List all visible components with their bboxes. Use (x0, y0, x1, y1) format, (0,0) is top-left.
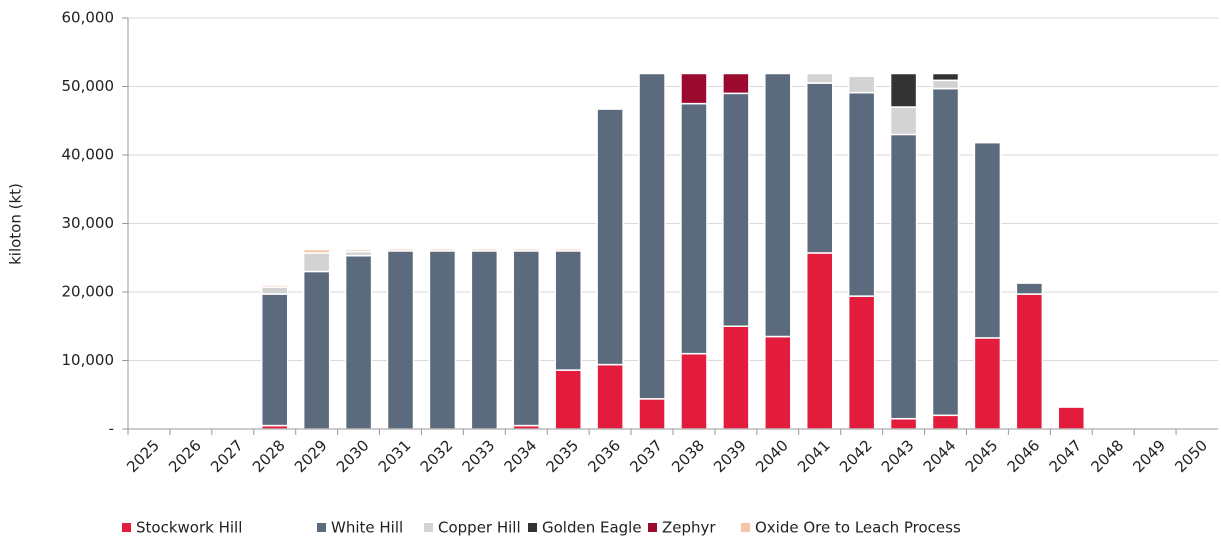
bar-segment (764, 335, 792, 430)
x-tick-label: 2048 (1087, 436, 1127, 476)
bar-segment (554, 250, 582, 371)
bar-segment (889, 417, 918, 430)
legend-swatch (122, 523, 131, 532)
y-axis-label: kiloton (kt) (7, 183, 25, 265)
bar-segment (260, 286, 289, 295)
x-tick-label: 2034 (501, 436, 541, 476)
bar-segment (512, 248, 541, 252)
bar-segment (764, 72, 792, 338)
legend-label: Zephyr (662, 519, 716, 537)
x-tick-label: 2030 (333, 436, 373, 476)
bar-segment (1057, 406, 1086, 430)
legend-swatch (528, 523, 537, 532)
bar-segment (847, 295, 876, 430)
bar-segment (260, 284, 289, 288)
bar-segment (931, 87, 960, 417)
x-tick-label: 2032 (417, 436, 457, 476)
legend-label: Oxide Ore to Leach Process (755, 519, 961, 537)
x-tick-label: 2046 (1004, 436, 1044, 476)
bar-segment (554, 369, 582, 430)
bar-segment (470, 250, 499, 430)
bar-segment (805, 82, 834, 254)
legend-swatch (317, 523, 326, 532)
x-tick-label: 2045 (962, 436, 1002, 476)
y-tick-label: 30,000 (62, 214, 115, 232)
bar-segment (973, 141, 1002, 339)
bar-segment (931, 414, 960, 430)
legend-label: Copper Hill (438, 519, 521, 537)
x-tick-label: 2049 (1129, 436, 1169, 476)
bar-segment (344, 248, 373, 253)
y-tick-label: 10,000 (62, 351, 115, 369)
x-tick-label: 2025 (123, 436, 163, 476)
y-tick-label: 50,000 (62, 77, 115, 95)
bar-segment (805, 252, 834, 430)
bar-segment (847, 91, 876, 297)
bar-segment (805, 72, 834, 84)
bar-segment (680, 72, 708, 105)
bar-segment (722, 92, 750, 327)
bar-segment (889, 72, 918, 108)
bar-segment (722, 72, 750, 95)
x-tick-label: 2035 (542, 436, 582, 476)
x-tick-label: 2028 (249, 436, 289, 476)
bar-segment (596, 108, 624, 366)
bar-segment (512, 250, 541, 427)
legend-label: White Hill (331, 519, 403, 537)
x-tick-label: 2047 (1046, 436, 1086, 476)
bar-segment (386, 250, 415, 430)
y-tick-label: 60,000 (62, 9, 115, 27)
bar-segment (302, 252, 331, 273)
legend-swatch (741, 523, 750, 532)
bar-segment (302, 248, 331, 254)
bar-segment (428, 248, 457, 252)
y-tick-label: - (109, 420, 114, 438)
x-tick-label: 2031 (375, 436, 415, 476)
bar-segment (889, 106, 918, 136)
bar-segment (260, 293, 289, 427)
legend-swatch (648, 523, 657, 532)
bar-segment (973, 337, 1002, 430)
legend-label: Golden Eagle (542, 519, 642, 537)
y-tick-label: 40,000 (62, 146, 115, 164)
bar-segment (680, 102, 708, 355)
bar-segment (1015, 282, 1044, 295)
bar-segment (428, 250, 457, 430)
bar-segment (847, 75, 876, 94)
x-tick-label: 2043 (878, 436, 918, 476)
bar-segment (302, 270, 331, 430)
x-tick-label: 2033 (459, 436, 499, 476)
x-tick-label: 2029 (291, 436, 331, 476)
bar-segment (931, 79, 960, 90)
bar-segment (722, 325, 750, 430)
legend-swatch (424, 523, 433, 532)
x-tick-label: 2037 (626, 436, 666, 476)
bar-segment (344, 254, 373, 430)
x-tick-label: 2042 (836, 436, 876, 476)
x-tick-label: 2050 (1171, 436, 1211, 476)
bar-segment (554, 248, 582, 252)
bar-segment (638, 398, 666, 430)
bar-segment (470, 248, 499, 252)
x-tick-label: 2041 (794, 436, 834, 476)
x-tick-label: 2036 (584, 436, 624, 476)
bar-segment (596, 363, 624, 430)
y-tick-label: 20,000 (62, 283, 115, 301)
bar-segment (638, 72, 666, 400)
x-tick-label: 2026 (165, 436, 205, 476)
bar-segment (931, 72, 960, 82)
x-tick-label: 2040 (752, 436, 792, 476)
bar-segment (889, 133, 918, 420)
x-tick-label: 2027 (207, 436, 247, 476)
x-tick-label: 2039 (710, 436, 750, 476)
bar-segment (1015, 293, 1044, 430)
bar-segment (386, 248, 415, 252)
x-tick-label: 2044 (920, 436, 960, 476)
x-tick-label: 2038 (668, 436, 708, 476)
bar-segment (680, 352, 708, 430)
legend-label: Stockwork Hill (136, 519, 242, 537)
